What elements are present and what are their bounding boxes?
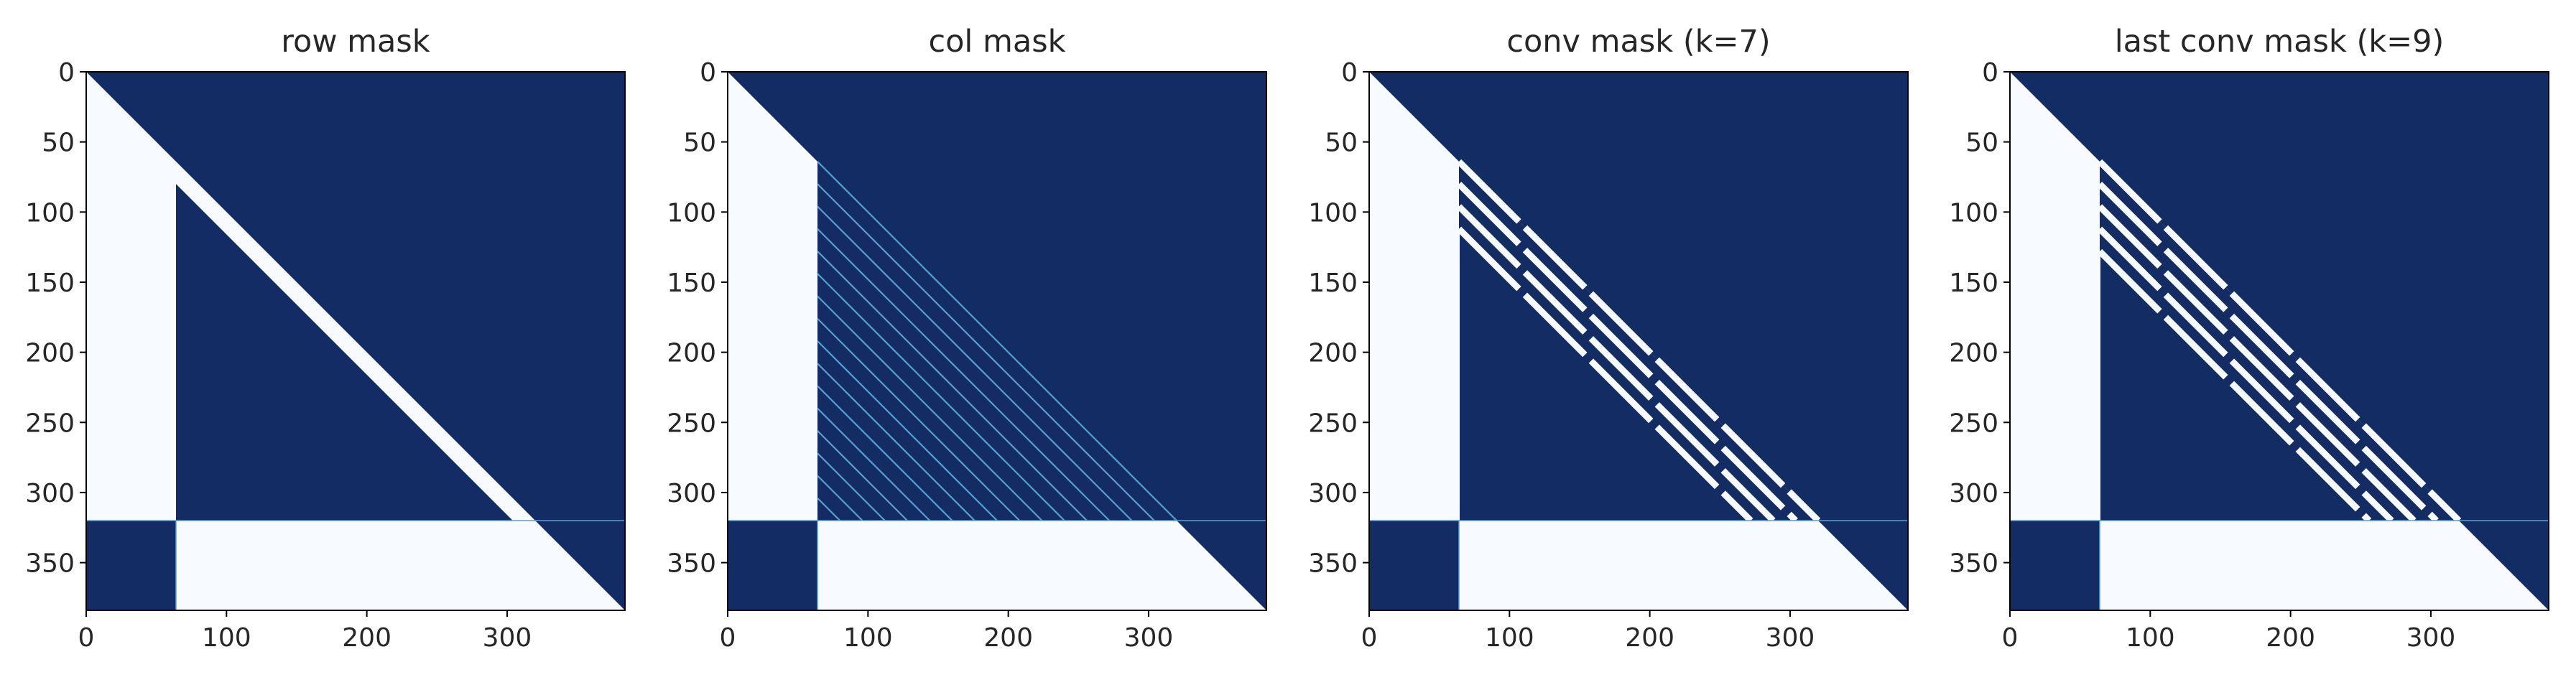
axes-frame <box>85 71 626 611</box>
x-tick-label: 300 <box>2406 623 2456 653</box>
axes-frame <box>1368 71 1909 611</box>
y-tick-label: 0 <box>58 58 75 88</box>
y-tick-label: 350 <box>1308 549 1358 579</box>
y-tick-label: 300 <box>667 479 716 508</box>
col-stripe <box>817 205 1133 521</box>
x-tick-label: 300 <box>1124 623 1174 653</box>
col-stripe <box>817 317 1021 521</box>
col-stripe <box>817 475 863 521</box>
x-tick-label: 200 <box>342 623 392 653</box>
conv-band <box>1456 226 1753 523</box>
y-tick-label: 0 <box>1341 58 1358 88</box>
y-tick-label: 250 <box>25 409 75 438</box>
axes-frame <box>2009 71 2549 611</box>
x-tick-label: 100 <box>2126 623 2175 653</box>
y-tick-label: 200 <box>1308 339 1358 368</box>
col-stripe <box>817 251 1088 521</box>
col-stripe <box>817 273 1065 521</box>
y-tick-label: 0 <box>700 58 716 88</box>
y-tick-label: 0 <box>1982 58 1998 88</box>
col-stripe <box>817 340 998 521</box>
col-stripe <box>817 385 953 521</box>
x-tick-label: 200 <box>983 623 1033 653</box>
panel-3: conv mask (k=7) 0 50 100 150 200 250 300 350 0 100… <box>1308 24 1909 653</box>
conv-band <box>1456 182 1798 523</box>
row-diagonal-band <box>176 162 535 521</box>
panel-1: row mask 0 50 100 150 200 250 300 350 0 100 200 300 <box>25 24 626 653</box>
x-tick-label: 300 <box>483 623 532 653</box>
conv-band <box>1456 159 1821 523</box>
y-tick-label: 300 <box>1949 479 1998 508</box>
y-tick-label: 100 <box>667 198 716 228</box>
y-tick-label: 100 <box>1308 198 1358 228</box>
chart-title: last conv mask (k=9) <box>2115 24 2445 60</box>
heatmap-area <box>2010 72 2549 610</box>
suffix-prefix-block <box>2010 521 2100 610</box>
y-tick-label: 150 <box>25 269 75 298</box>
col-stripe <box>817 430 908 521</box>
y-tick-label: 50 <box>42 129 75 158</box>
panel-4: last conv mask (k=9) 0 50 100 150 200 250 300 35… <box>1949 24 2549 653</box>
suffix-prefix-block <box>1369 521 1459 610</box>
y-tick-label: 200 <box>25 339 75 368</box>
conv-band <box>2097 226 2394 523</box>
suffix-prefix-block <box>728 521 817 610</box>
col-stripe <box>817 452 886 521</box>
y-tick-label: 200 <box>667 339 716 368</box>
suffix-prefix-block <box>86 521 176 610</box>
col-stripe <box>817 295 1043 521</box>
col-stripe <box>817 363 976 521</box>
x-tick-label: 100 <box>843 623 893 653</box>
conv-band <box>2097 204 2417 523</box>
heatmap-area <box>1369 72 1908 610</box>
chart-title: col mask <box>928 24 1065 60</box>
y-tick-label: 350 <box>1949 549 1998 579</box>
y-tick-label: 150 <box>667 269 716 298</box>
col-stripe <box>817 407 931 521</box>
y-tick-label: 300 <box>1308 479 1358 508</box>
col-stripe <box>817 228 1111 521</box>
x-tick-label: 0 <box>2002 623 2019 653</box>
y-tick-label: 50 <box>1965 129 1998 158</box>
y-tick-label: 150 <box>1949 269 1998 298</box>
conv-band <box>2097 182 2439 523</box>
axes-frame <box>727 71 1267 611</box>
x-tick-label: 0 <box>720 623 736 653</box>
heatmap-area <box>86 72 625 610</box>
y-tick-label: 200 <box>1949 339 1998 368</box>
x-tick-label: 100 <box>202 623 251 653</box>
conv-band <box>2097 159 2462 523</box>
conv-band <box>1456 204 1776 523</box>
y-tick-label: 50 <box>683 129 716 158</box>
y-tick-label: 50 <box>1325 129 1358 158</box>
conv-band <box>2097 248 2372 523</box>
y-tick-label: 300 <box>25 479 75 508</box>
x-tick-label: 0 <box>1361 623 1378 653</box>
heatmap-area <box>728 72 1266 610</box>
y-tick-label: 250 <box>1308 409 1358 438</box>
y-tick-label: 250 <box>1949 409 1998 438</box>
y-tick-label: 250 <box>667 409 716 438</box>
y-tick-label: 350 <box>667 549 716 579</box>
col-stripe <box>817 161 1177 521</box>
col-stripe <box>817 183 1155 521</box>
y-tick-label: 100 <box>1949 198 1998 228</box>
chart-title: conv mask (k=7) <box>1506 24 1770 60</box>
x-tick-label: 200 <box>1625 623 1674 653</box>
col-stripe <box>817 497 841 521</box>
y-tick-label: 350 <box>25 549 75 579</box>
x-tick-label: 0 <box>78 623 95 653</box>
x-tick-label: 100 <box>1485 623 1534 653</box>
panel-2: col mask 0 50 100 150 200 250 300 350 0 100 200 300 <box>667 24 1267 653</box>
y-tick-label: 100 <box>25 198 75 228</box>
x-tick-label: 300 <box>1766 623 1815 653</box>
x-tick-label: 200 <box>2266 623 2315 653</box>
y-tick-label: 150 <box>1308 269 1358 298</box>
chart-title: row mask <box>281 24 430 60</box>
